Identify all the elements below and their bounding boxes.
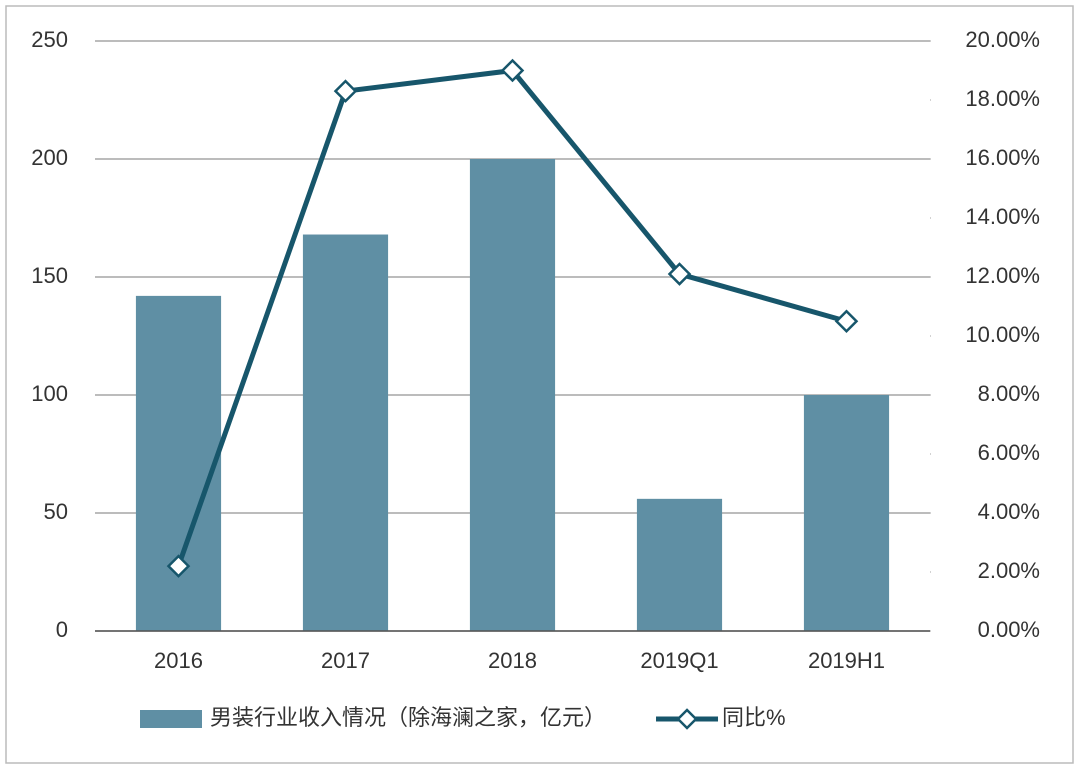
y2-tick-label: 18.00%	[965, 86, 1040, 111]
y2-tick-label: 20.00%	[965, 27, 1040, 52]
x-tick-label: 2016	[154, 648, 203, 673]
line-marker	[333, 79, 358, 103]
y2-tick-label: 14.00%	[965, 204, 1040, 229]
x-tick-label: 2017	[321, 648, 370, 673]
y2-tick-label: 16.00%	[965, 145, 1040, 170]
x-tick-label: 2019Q1	[640, 648, 718, 673]
bar	[636, 498, 723, 631]
y2-tick-label: 0.00%	[978, 617, 1040, 642]
y2-tick-label: 2.00%	[978, 558, 1040, 583]
x-tick-label: 2018	[488, 648, 537, 673]
line-marker	[667, 262, 692, 286]
y2-tick-label: 8.00%	[978, 381, 1040, 406]
y2-tick-label: 10.00%	[965, 322, 1040, 347]
legend-label: 男装行业收入情况（除海澜之家，亿元）	[210, 705, 606, 730]
line-marker	[500, 58, 525, 83]
y-tick-label: 50	[44, 499, 68, 524]
y-tick-label: 150	[31, 263, 68, 288]
y-tick-label: 100	[31, 381, 68, 406]
y2-tick-label: 12.00%	[965, 263, 1040, 288]
bar	[135, 295, 222, 631]
legend-marker	[676, 708, 698, 730]
bar	[302, 234, 389, 631]
y2-tick-label: 6.00%	[978, 440, 1040, 465]
y-tick-label: 0	[56, 617, 68, 642]
x-tick-label: 2019H1	[808, 648, 885, 673]
y-tick-label: 200	[31, 145, 68, 170]
bar	[803, 395, 890, 631]
line-marker	[834, 309, 859, 334]
legend-swatch	[140, 710, 202, 728]
y-tick-label: 250	[31, 27, 68, 52]
line-marker	[166, 554, 191, 578]
legend-label: 同比%	[722, 705, 786, 730]
bar	[469, 159, 556, 631]
y2-tick-label: 4.00%	[978, 499, 1040, 524]
